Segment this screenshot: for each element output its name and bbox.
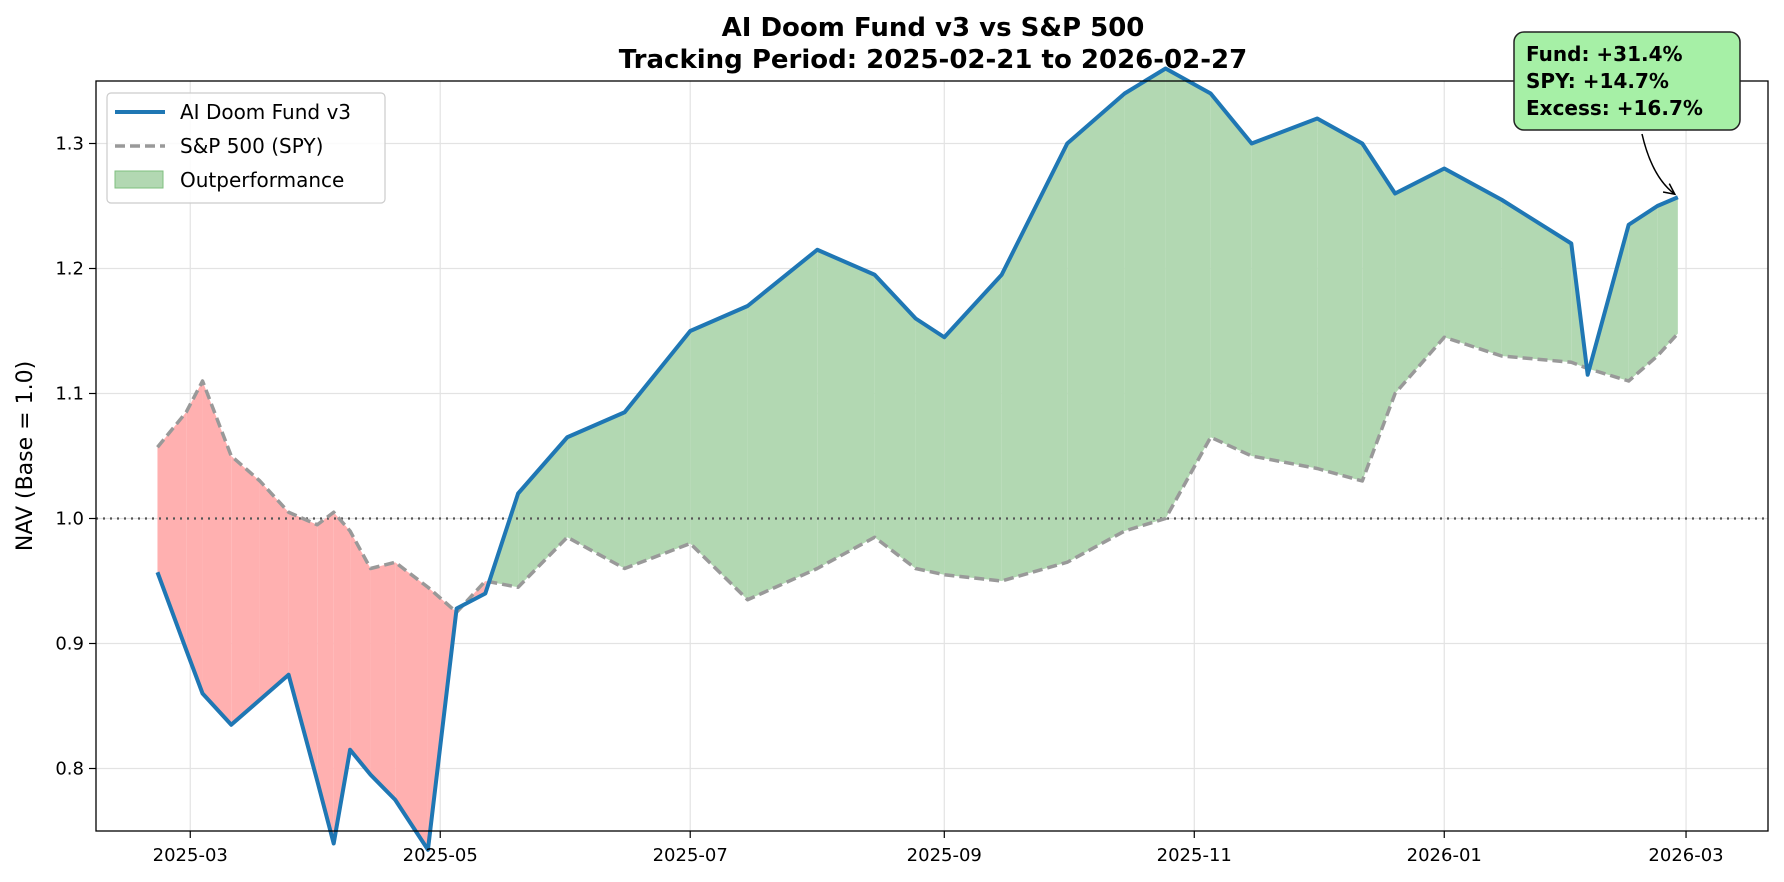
series-lines (155, 66, 1680, 852)
annotation-box (1513, 31, 1741, 131)
y-tick-label: 0.9 (55, 634, 84, 655)
outperformance-area (1317, 118, 1363, 481)
outperformance-area (1444, 168, 1502, 356)
annotation-fund-return: Fund: +31.4% (1526, 42, 1683, 66)
underperformance-area (202, 381, 232, 725)
axis-ticks: 2025-03 2025-05 2025-07 2025-09 2025-11 2026-… (55, 134, 1723, 867)
legend-outperformance-label: Outperformance (180, 168, 344, 192)
underperformance-area (186, 381, 203, 694)
performance-annotation: Fund: +31.4% SPY: +14.7% Excess: +16.7% (1513, 31, 1741, 196)
x-tick-label: 2025-09 (907, 845, 982, 866)
x-tick-label: 2025-03 (153, 845, 228, 866)
outperformance-area (874, 274, 916, 569)
legend-outperformance-swatch (114, 170, 164, 189)
x-tick-label: 2026-01 (1407, 845, 1482, 866)
outperformance-area (1210, 93, 1252, 456)
outperformance-area (1067, 93, 1125, 563)
y-tick-label: 1.2 (55, 259, 84, 280)
outperformance-area (1395, 168, 1445, 394)
outperformance-area (624, 331, 691, 569)
chart-title: AI Doom Fund v3 vs S&P 500 (722, 13, 1145, 43)
outperformance-area (1628, 206, 1658, 381)
legend-fund-label: AI Doom Fund v3 (180, 100, 351, 124)
outperformance-area (1362, 143, 1396, 481)
underperformance-area (370, 562, 396, 800)
underperformance-area (231, 456, 260, 725)
outperformance-area (567, 412, 625, 569)
legend-spy-label: S&P 500 (SPY) (180, 134, 323, 158)
outperformance-area (1657, 197, 1678, 356)
annotation-arrow (1641, 133, 1676, 195)
outperformance-area (1251, 118, 1318, 469)
legend-box (106, 92, 386, 204)
annotation-arrowhead (1662, 183, 1677, 196)
outperformance-area (747, 249, 818, 600)
annotation-spy-return: SPY: +14.7% (1526, 69, 1669, 93)
underperformance-area (350, 531, 371, 775)
fund-series-line (155, 66, 1679, 852)
outperformance-area (944, 274, 1002, 581)
performance-fills (157, 68, 1678, 850)
outperformance-area (1001, 143, 1068, 581)
underperformance-area (333, 512, 351, 844)
outperformance-area (915, 318, 945, 575)
outperformance-area (1501, 199, 1572, 363)
x-tick-label: 2025-07 (653, 845, 728, 866)
spy-series-line (156, 332, 1680, 614)
x-tick-label: 2026-03 (1648, 845, 1723, 866)
x-tick-label: 2025-05 (403, 845, 478, 866)
chart-subtitle: Tracking Period: 2025-02-21 to 2026-02-2… (619, 45, 1247, 75)
y-tick-label: 1.3 (55, 134, 84, 155)
y-tick-label: 1.1 (55, 384, 84, 405)
underperformance-area (317, 512, 334, 844)
plot-frame (95, 80, 1769, 832)
underperformance-area (395, 562, 428, 850)
y-axis-label: NAV (Base = 1.0) (13, 361, 38, 551)
x-tick-label: 2025-11 (1157, 845, 1232, 866)
outperformance-area (1124, 68, 1166, 531)
legend: AI Doom Fund v3 S&P 500 (SPY) Outperform… (106, 92, 386, 204)
outperformance-area (1165, 68, 1211, 519)
underperformance-area (259, 481, 289, 700)
underperformance-area (288, 512, 318, 781)
outperformance-area (690, 306, 748, 600)
outperformance-area (817, 249, 875, 569)
y-tick-label: 0.8 (55, 759, 84, 780)
y-tick-label: 1.0 (55, 509, 84, 530)
annotation-excess-return: Excess: +16.7% (1526, 96, 1703, 120)
